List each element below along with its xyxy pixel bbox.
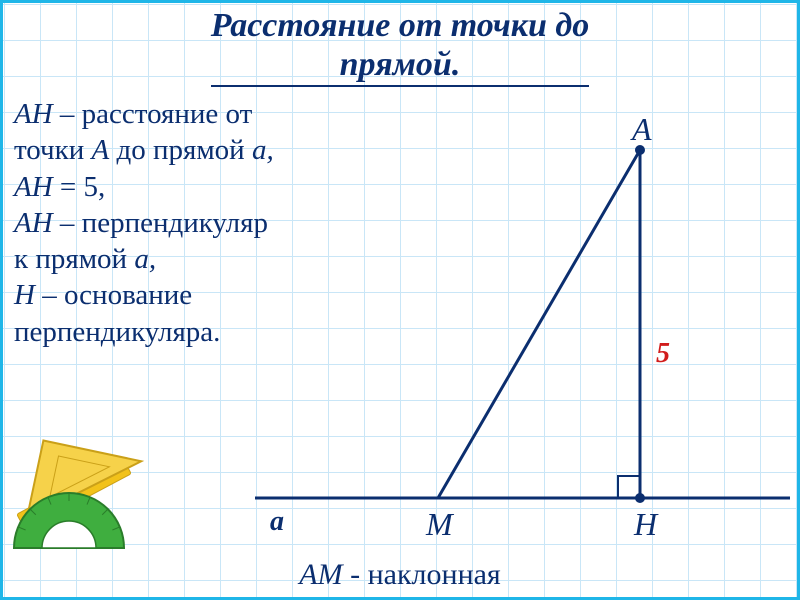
bottom-caption: АМ - наклонная (0, 558, 800, 592)
svg-text:М: М (425, 506, 455, 542)
svg-text:5: 5 (656, 338, 670, 369)
bottom-dash: - (343, 558, 368, 591)
svg-text:a: a (270, 506, 284, 537)
svg-text:А: А (630, 111, 652, 147)
tools-icon (4, 430, 154, 550)
bottom-prefix: АМ (299, 558, 342, 591)
svg-text:Н: Н (633, 506, 659, 542)
bottom-word: наклонная (368, 558, 501, 591)
